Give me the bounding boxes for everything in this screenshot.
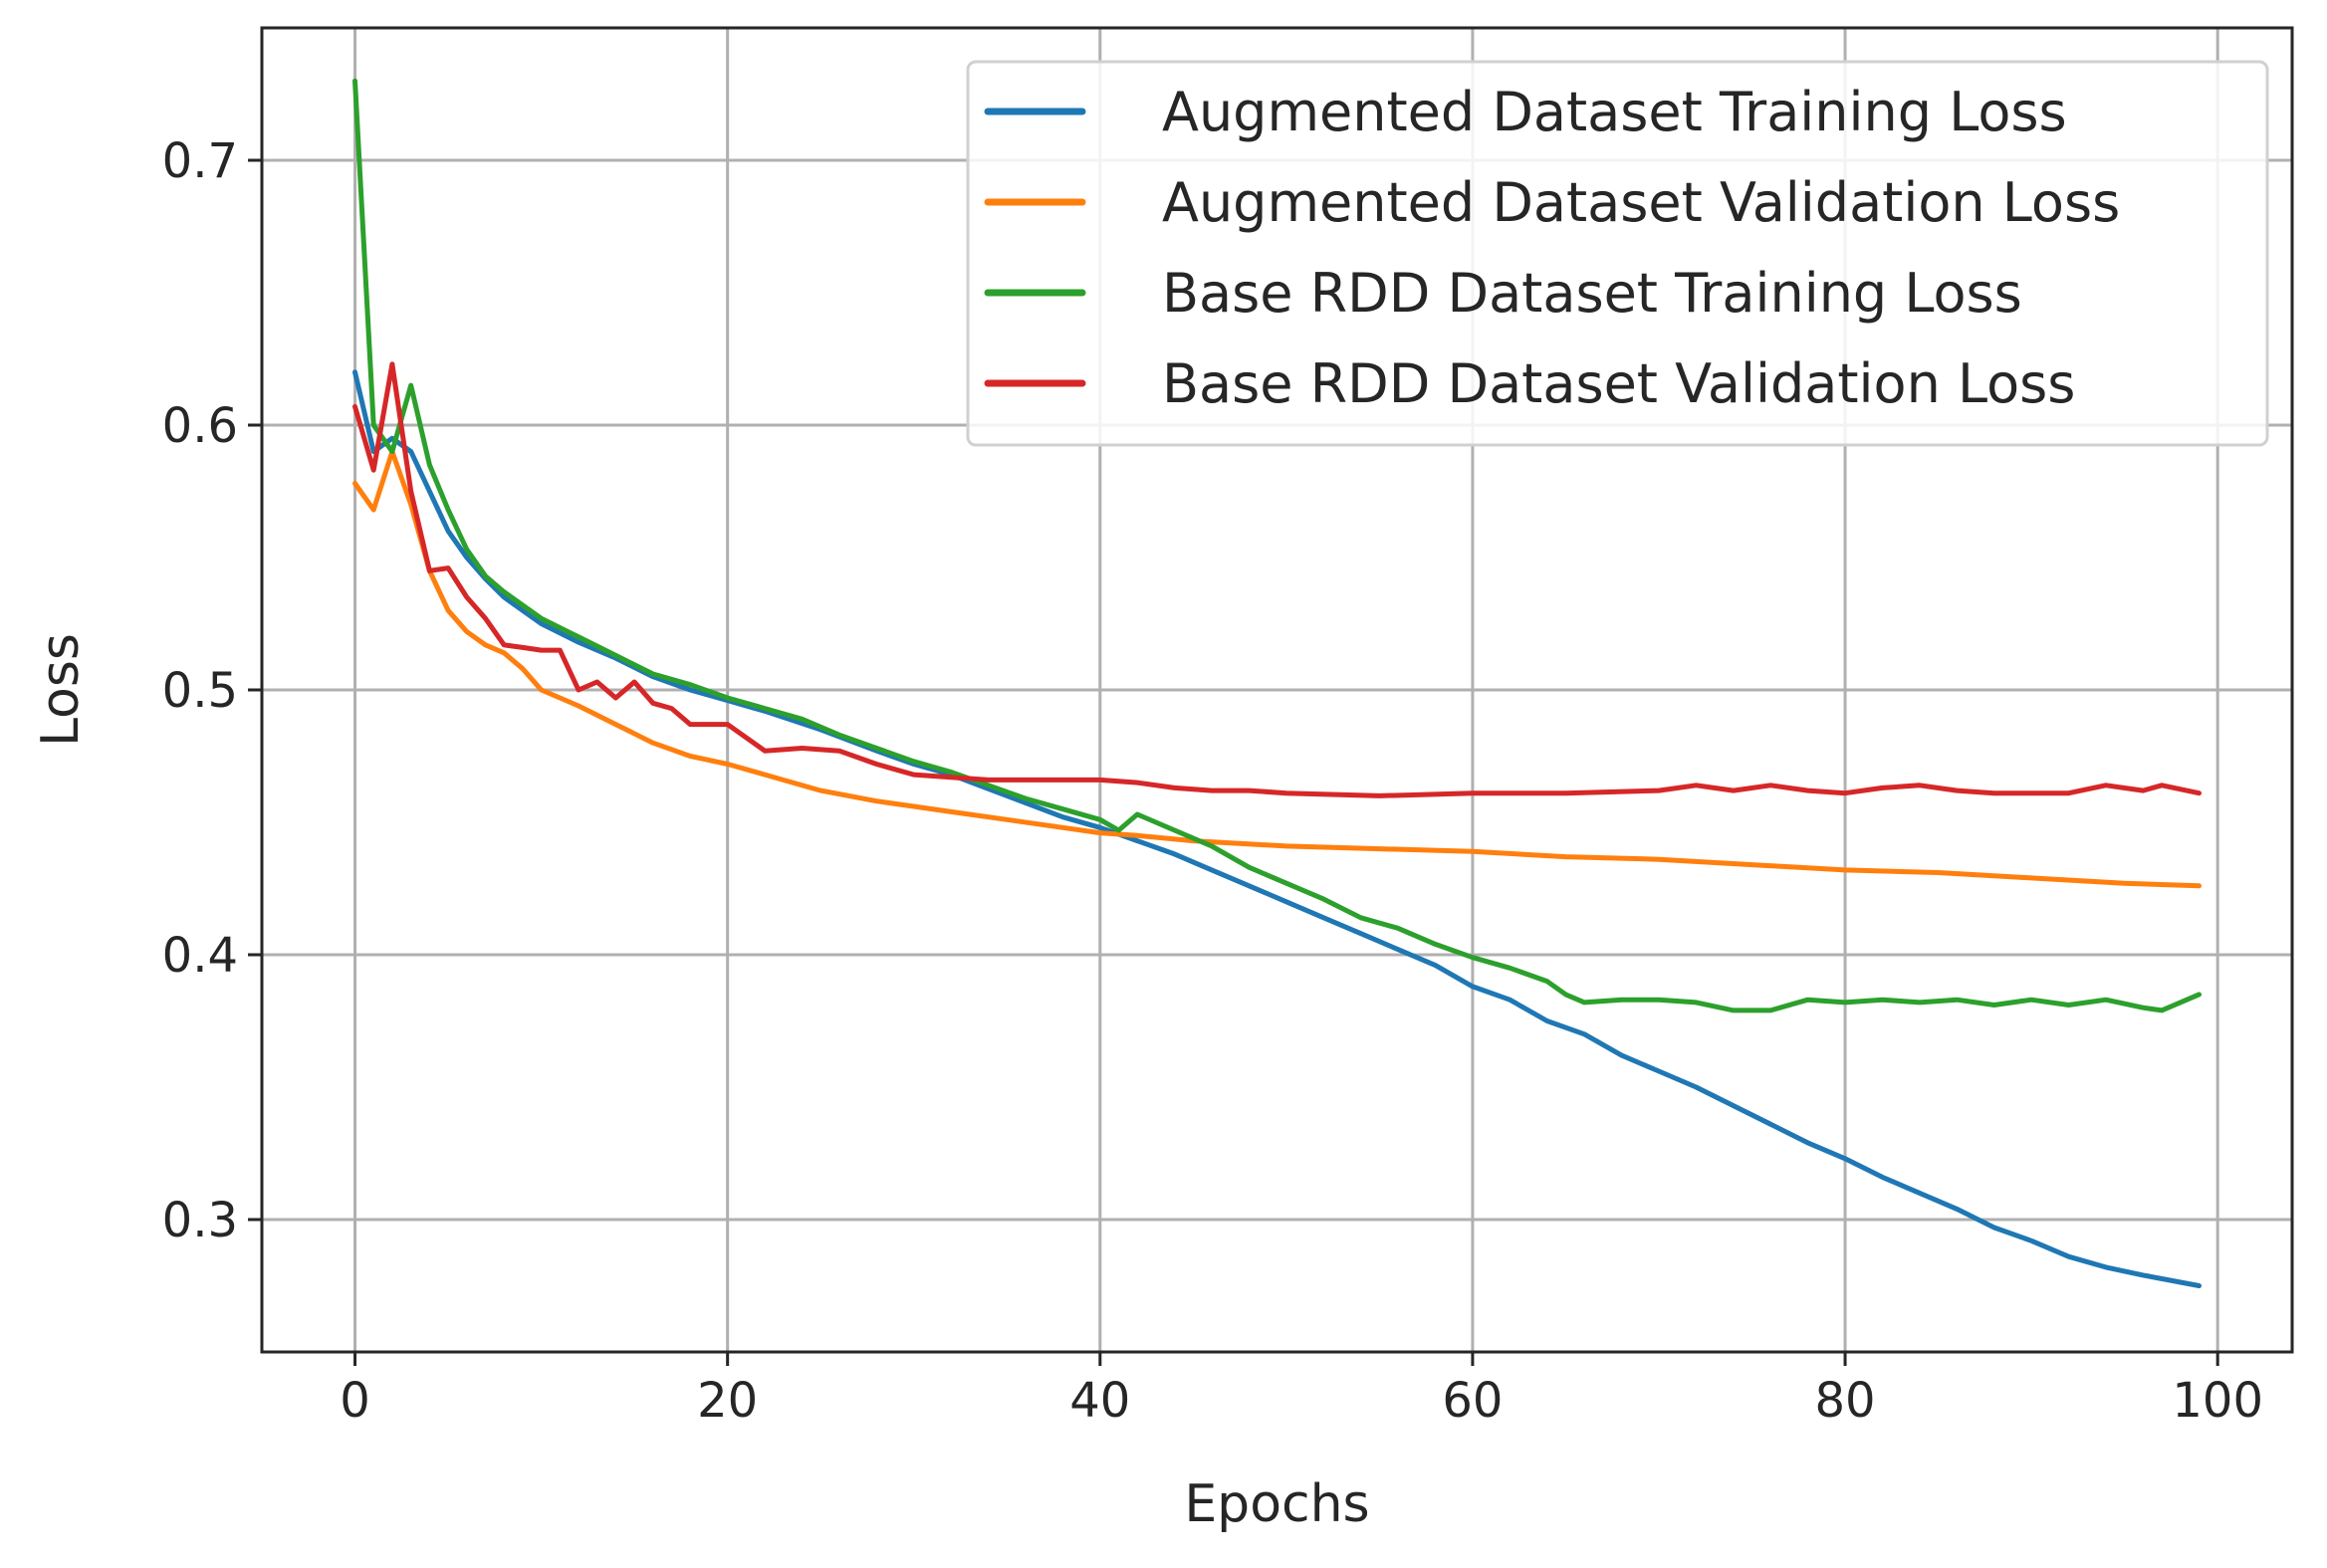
y-tick-label: 0.5 — [162, 663, 238, 719]
x-tick-label: 40 — [1069, 1373, 1130, 1429]
y-tick-label: 0.6 — [162, 398, 238, 454]
y-tick-label: 0.4 — [162, 928, 238, 984]
legend-label-1: Augmented Dataset Training Loss — [1162, 81, 2067, 143]
x-tick-label: 0 — [340, 1373, 370, 1429]
y-tick-label: 0.3 — [162, 1193, 238, 1248]
x-tick-label: 60 — [1442, 1373, 1503, 1429]
series-line-2 — [352, 449, 2202, 889]
series-line-1 — [352, 369, 2202, 1288]
ticks: 0 20 40 60 80 100 0.3 0.4 0.5 0.6 0.7 — [162, 133, 2263, 1429]
x-tick-label: 100 — [2172, 1373, 2263, 1429]
legend-box — [966, 60, 2269, 447]
legend-label-3: Base RDD Dataset Training Loss — [1162, 262, 2022, 325]
y-axis-label: Loss — [31, 633, 91, 747]
legend-label-4: Base RDD Dataset Validation Loss — [1162, 352, 2075, 415]
x-tick-label: 80 — [1815, 1373, 1876, 1429]
x-tick-label: 20 — [697, 1373, 758, 1429]
legend-label-2: Augmented Dataset Validation Loss — [1162, 171, 2120, 234]
series-line-3 — [352, 78, 2202, 1013]
y-tick-label: 0.7 — [162, 133, 238, 189]
series-line-4 — [352, 361, 2202, 798]
x-axis-label: Epochs — [1184, 1474, 1369, 1534]
series-group — [352, 78, 2202, 1288]
legend: Augmented Dataset Training Loss Augmented… — [966, 60, 2269, 447]
